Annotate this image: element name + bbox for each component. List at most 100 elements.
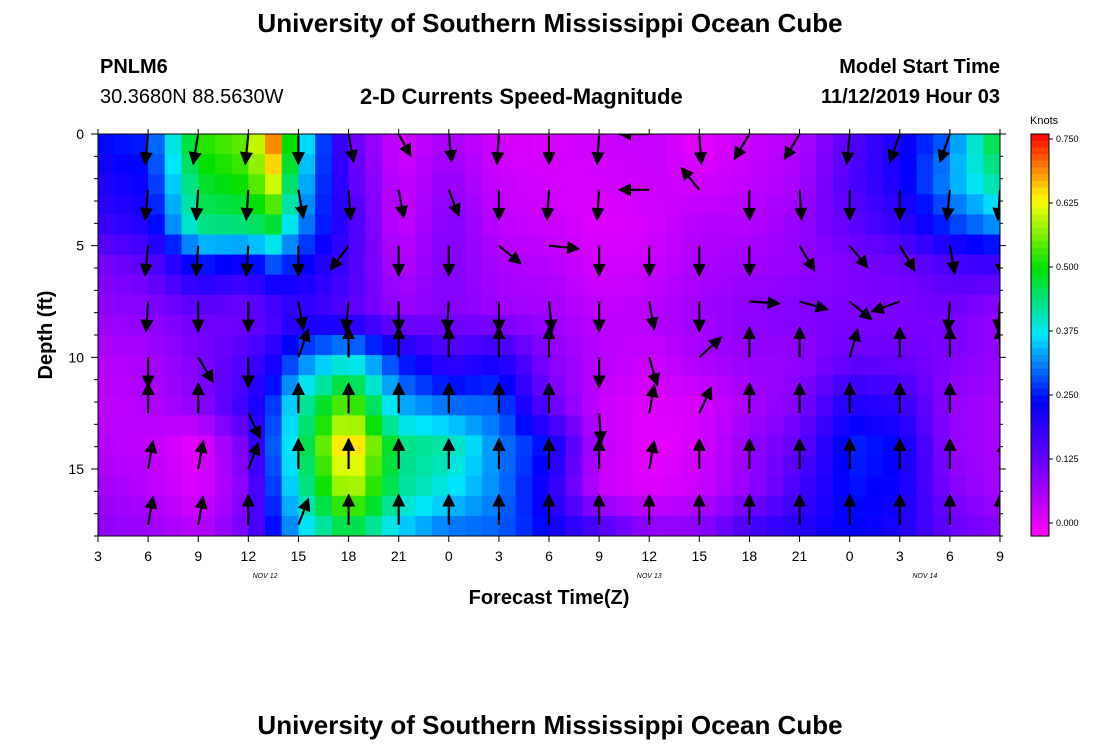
heatmap-cell xyxy=(782,495,801,517)
heatmap-cell xyxy=(632,214,650,236)
heatmap-cell xyxy=(448,515,467,536)
heatmap-cell xyxy=(214,194,233,215)
heatmap-cell xyxy=(398,435,416,457)
colorbar-cell xyxy=(1031,489,1049,497)
y-axis: 0 5 10 15 xyxy=(68,126,1006,537)
heatmap-cell xyxy=(198,395,216,416)
heatmap-cell xyxy=(799,294,817,316)
heatmap-cell xyxy=(415,214,433,236)
heatmap-cell xyxy=(214,314,233,336)
current-vector xyxy=(733,134,751,161)
heatmap-cell xyxy=(164,234,183,256)
heatmap-cell xyxy=(766,475,784,497)
heatmap-cell xyxy=(432,395,450,416)
heatmap-cell xyxy=(699,355,717,376)
colorbar-tick-label: 0.750 xyxy=(1056,134,1079,144)
heatmap-cell xyxy=(749,174,767,195)
heatmap-cell xyxy=(148,174,166,195)
heatmap-cell xyxy=(515,395,533,416)
heatmap-cell xyxy=(699,314,717,336)
heatmap-cell xyxy=(515,495,533,517)
heatmap-cell xyxy=(933,515,951,536)
heatmap-cell xyxy=(381,194,400,215)
heatmap-cell xyxy=(248,254,266,276)
heatmap-cell xyxy=(632,294,650,316)
heatmap-cell xyxy=(281,214,300,236)
heatmap-cell xyxy=(114,274,132,296)
heatmap-cell xyxy=(883,375,901,396)
heatmap-cell xyxy=(515,375,533,396)
heatmap-cell xyxy=(465,515,483,536)
current-vector xyxy=(247,441,261,470)
heatmap-cell xyxy=(582,495,600,517)
heatmap-cell xyxy=(298,274,316,296)
colorbar-cell xyxy=(1031,187,1049,195)
heatmap-cell xyxy=(716,475,734,497)
heatmap-cell xyxy=(916,475,934,497)
heatmap-cell xyxy=(949,234,968,256)
heatmap-cell xyxy=(799,274,817,296)
current-vector xyxy=(548,240,581,255)
heatmap-cell xyxy=(398,415,416,437)
heatmap-cell xyxy=(766,335,784,356)
current-vector xyxy=(783,134,801,161)
heatmap-cell xyxy=(665,134,684,155)
heatmap-cell xyxy=(164,355,183,376)
heatmap-cell xyxy=(832,515,851,536)
heatmap-cell xyxy=(916,154,934,175)
colorbar-cell xyxy=(1031,462,1049,470)
heatmap-cell xyxy=(515,515,533,536)
heatmap-cell xyxy=(298,415,316,437)
heatmap-cell xyxy=(181,174,199,195)
heatmap-cell xyxy=(949,294,968,316)
heatmap-cell xyxy=(949,134,968,155)
heatmap-cell xyxy=(649,335,667,356)
heatmap-cell xyxy=(381,515,400,536)
heatmap-cell xyxy=(649,274,667,296)
heatmap-cell xyxy=(398,234,416,256)
heatmap-cell xyxy=(849,435,867,457)
heatmap-cell xyxy=(916,435,934,457)
heatmap-cell xyxy=(949,475,968,497)
heatmap-cell xyxy=(949,194,968,215)
heatmap-cell xyxy=(148,395,166,416)
heatmap-cell xyxy=(114,214,132,236)
x-tick-label: 18 xyxy=(341,548,357,564)
heatmap-cell xyxy=(682,214,700,236)
heatmap-cell xyxy=(899,515,918,536)
heatmap-cell xyxy=(415,294,433,316)
heatmap-cell xyxy=(448,475,467,497)
heatmap-cell xyxy=(699,134,717,155)
heatmap-cell xyxy=(966,335,984,356)
heatmap-cell xyxy=(181,234,199,256)
heatmap-cell xyxy=(164,174,183,195)
heatmap-cell xyxy=(248,274,266,296)
heatmap-cell xyxy=(649,395,667,416)
colorbar-cell xyxy=(1031,301,1049,309)
heatmap-cell xyxy=(298,355,316,376)
heatmap-cell xyxy=(866,174,884,195)
x-tick-label: 15 xyxy=(291,548,307,564)
heatmap-cell xyxy=(849,515,867,536)
colorbar-tick-label: 0.500 xyxy=(1056,262,1079,272)
heatmap-cell xyxy=(832,174,851,195)
heatmap-cell xyxy=(432,335,450,356)
heatmap-cell xyxy=(214,515,233,536)
heatmap-cell xyxy=(114,375,132,396)
heatmap-cell xyxy=(398,515,416,536)
heatmap-cell xyxy=(164,314,183,336)
current-vector xyxy=(887,134,901,164)
heatmap-cell xyxy=(281,415,300,437)
heatmap-cell xyxy=(498,435,517,457)
heatmap-cell xyxy=(749,375,767,396)
heatmap-cell xyxy=(649,194,667,215)
heatmap-cell xyxy=(415,475,433,497)
heatmap-cell xyxy=(398,274,416,296)
heatmap-cell xyxy=(465,214,483,236)
colorbar-cell xyxy=(1031,361,1049,370)
colorbar-cell xyxy=(1031,348,1049,356)
heatmap-cell xyxy=(599,134,617,155)
heatmap-cell xyxy=(949,455,968,477)
heatmap-cell xyxy=(181,435,199,457)
heatmap-cell xyxy=(98,495,116,517)
